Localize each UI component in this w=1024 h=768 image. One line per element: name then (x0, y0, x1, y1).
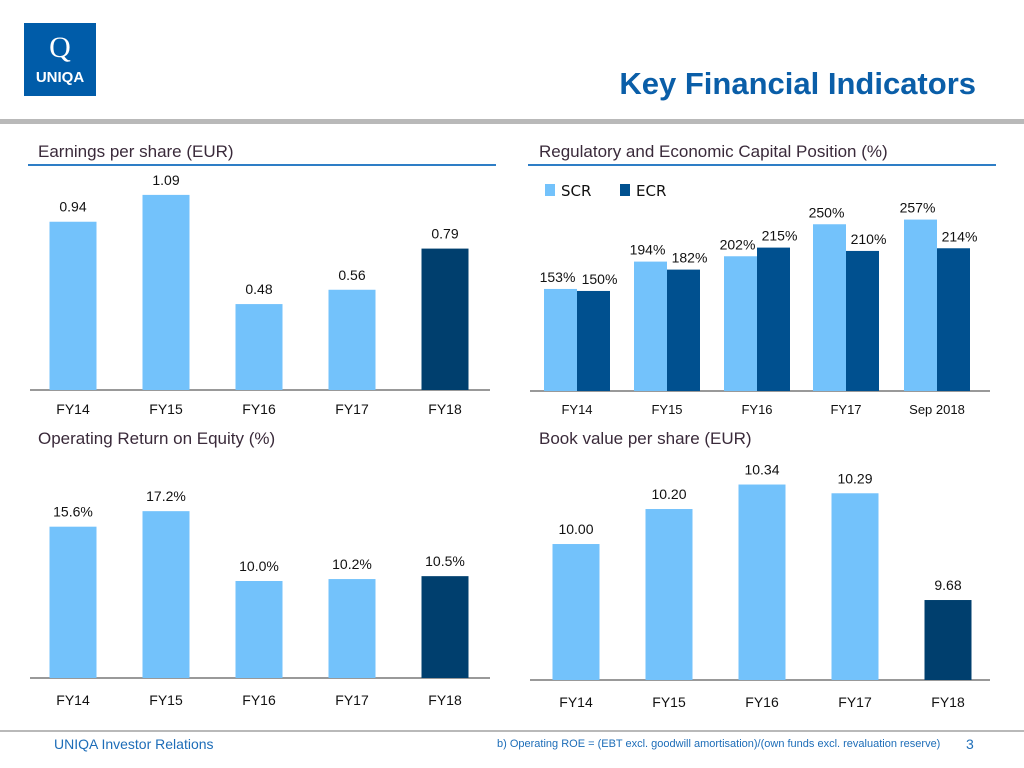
data-label: 0.94 (59, 199, 86, 215)
bar (235, 304, 283, 390)
footer-divider (0, 730, 1024, 732)
bar-scr (724, 256, 757, 391)
x-tick-label: FY16 (745, 694, 779, 710)
x-tick-label: FY15 (149, 692, 183, 708)
data-label: 10.00 (558, 521, 593, 537)
data-label: 0.56 (338, 267, 365, 283)
data-label: 17.2% (146, 488, 186, 504)
bar (328, 289, 376, 390)
bar (328, 579, 376, 678)
data-label: 214% (942, 228, 978, 244)
page-number: 3 (966, 736, 974, 752)
data-label: 215% (762, 228, 798, 244)
bar (924, 600, 972, 680)
bar-ecr (937, 248, 970, 391)
data-label: 0.79 (431, 226, 458, 242)
x-tick-label: FY15 (149, 401, 183, 417)
x-tick-label: FY14 (56, 692, 90, 708)
x-tick-label: FY14 (561, 402, 592, 417)
bar (645, 509, 693, 680)
x-tick-label: FY17 (335, 692, 369, 708)
bar-ecr (577, 290, 610, 391)
uniqa-logo: Q UNIQA (24, 23, 96, 96)
x-tick-label: FY16 (242, 401, 276, 417)
data-label: 210% (851, 231, 887, 247)
x-tick-label: FY17 (838, 694, 872, 710)
data-label: 9.68 (934, 577, 961, 593)
chart-title-eps: Earnings per share (EUR) (38, 142, 234, 161)
data-label: 194% (630, 242, 666, 258)
x-tick-label: FY16 (741, 402, 772, 417)
chart-title-capital: Regulatory and Economic Capital Position… (539, 142, 888, 161)
bar (421, 576, 469, 678)
bar-scr (904, 219, 937, 391)
legend-label-scr: SCR (561, 182, 591, 200)
section-underline (28, 164, 496, 166)
data-label: 10.0% (239, 558, 279, 574)
x-tick-label: FY17 (830, 402, 861, 417)
x-tick-label: FY16 (242, 692, 276, 708)
data-label: 10.20 (651, 486, 686, 502)
bar-ecr (667, 269, 700, 391)
bar (235, 581, 283, 678)
legend-label-ecr: ECR (636, 182, 666, 200)
bar (738, 484, 786, 680)
x-tick-label: FY18 (428, 401, 462, 417)
bar-scr (634, 261, 667, 391)
data-label: 257% (900, 200, 936, 216)
bar-scr (813, 224, 846, 391)
data-label: 150% (582, 271, 618, 287)
bar (142, 511, 190, 678)
data-label: 0.48 (245, 281, 272, 297)
x-tick-label: FY14 (559, 694, 593, 710)
x-tick-label: FY15 (652, 694, 686, 710)
header-divider (0, 119, 1024, 124)
logo-text: UNIQA (35, 69, 85, 86)
footer-left: UNIQA Investor Relations (54, 736, 214, 752)
legend-swatch-scr (545, 184, 555, 196)
data-label: 10.34 (744, 462, 779, 478)
data-label: 10.2% (332, 556, 372, 572)
data-label: 202% (720, 236, 756, 252)
x-tick-label: FY14 (56, 401, 90, 417)
bar (49, 526, 97, 678)
bar (49, 221, 97, 390)
legend-swatch-ecr (620, 184, 630, 196)
data-label: 15.6% (53, 504, 93, 520)
data-label: 250% (809, 204, 845, 220)
bar-ecr (846, 250, 879, 391)
bar-ecr (757, 247, 790, 391)
data-label: 1.09 (152, 172, 179, 188)
data-label: 182% (672, 250, 708, 266)
logo-q-icon: Q (49, 31, 71, 64)
x-tick-label: FY18 (428, 692, 462, 708)
chart-title-roe: Operating Return on Equity (%) (38, 429, 276, 448)
bar (142, 194, 190, 390)
x-tick-label: FY18 (931, 694, 965, 710)
bar (421, 248, 469, 390)
chart-title-bvps: Book value per share (EUR) (539, 429, 752, 448)
bar-scr (544, 288, 577, 391)
page-title: Key Financial Indicators (619, 66, 976, 101)
x-tick-label: FY15 (651, 402, 682, 417)
x-tick-label: FY17 (335, 401, 369, 417)
data-label: 10.5% (425, 553, 465, 569)
footer-note: b) Operating ROE = (EBT excl. goodwill a… (497, 738, 941, 750)
x-tick-label: Sep 2018 (909, 402, 965, 417)
data-label: 10.29 (837, 470, 872, 486)
data-label: 153% (540, 269, 576, 285)
bar (552, 544, 600, 680)
bar (831, 493, 879, 680)
section-underline (528, 164, 996, 166)
